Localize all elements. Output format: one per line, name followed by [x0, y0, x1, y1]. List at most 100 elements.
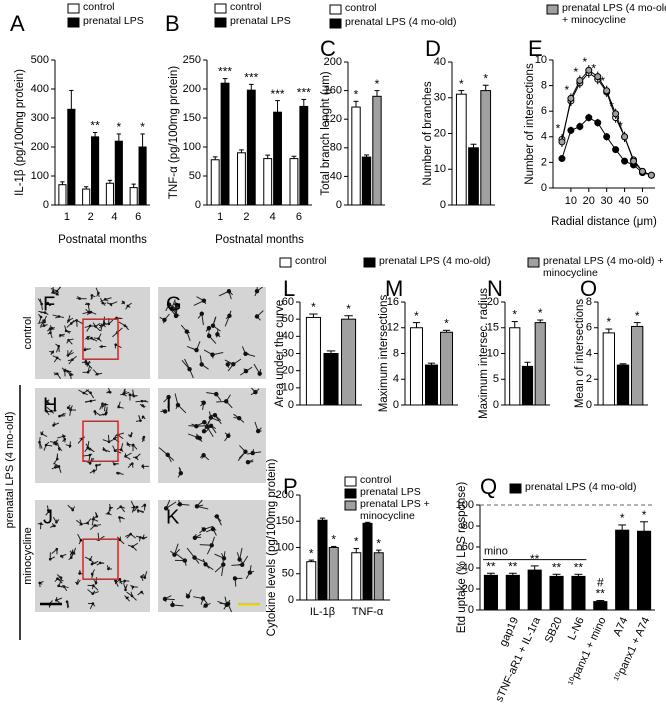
micrograph-cell	[225, 362, 230, 367]
bar	[237, 152, 246, 206]
micrograph-cell	[109, 506, 112, 510]
y-tick-label: 40	[282, 330, 294, 342]
y-tick-label: 10	[535, 54, 547, 66]
y-axis-label: Etd uptake (% LPS response)	[456, 482, 468, 634]
bar	[372, 95, 382, 206]
micrograph-cell	[92, 584, 95, 587]
point	[558, 138, 566, 146]
error-bar	[364, 521, 371, 524]
y-tick-label: 0	[195, 199, 201, 211]
y-tick-label: 50	[282, 313, 294, 325]
bar	[58, 184, 67, 206]
error-bar	[291, 155, 297, 159]
significance: **	[508, 559, 518, 573]
micrograph-cell	[247, 570, 253, 575]
point	[621, 133, 629, 141]
legend-swatch	[279, 257, 292, 268]
micrograph-cell	[126, 442, 130, 446]
x-tick-label: 50	[636, 195, 648, 207]
micrograph-cell	[215, 332, 220, 337]
legend-label: control	[295, 255, 327, 267]
significance: *	[600, 74, 605, 88]
zoom-box	[82, 538, 119, 580]
micrograph-cell	[87, 302, 90, 306]
bar	[468, 147, 479, 206]
micrograph-cell	[135, 505, 139, 509]
y-tick-label: 10	[282, 382, 294, 394]
legend-item: control	[295, 255, 327, 267]
micrograph-cell	[201, 527, 207, 532]
micrograph-cell	[91, 602, 95, 605]
micrograph-cell	[199, 311, 205, 316]
point	[638, 167, 646, 175]
x-tick-label: 30	[601, 195, 613, 207]
micrograph-cell	[86, 446, 90, 449]
y-tick-label: 150	[276, 515, 294, 527]
y-tick-label: 4	[586, 347, 592, 359]
panel-letter: L	[283, 276, 295, 301]
micrograph-cell	[140, 590, 143, 594]
micrograph-cell	[210, 526, 216, 532]
micrograph-cell	[109, 302, 113, 306]
legend-swatch	[509, 483, 522, 494]
micrograph-cell	[55, 598, 58, 602]
significance: ***	[297, 86, 311, 100]
micrograph-cell	[202, 420, 207, 425]
micrograph-cell	[101, 402, 104, 406]
micrograph-cell	[123, 579, 127, 583]
legend-swatch	[329, 4, 342, 15]
micrograph-cell	[194, 504, 200, 509]
legend-label: control	[360, 474, 392, 486]
point	[603, 87, 611, 95]
micrograph-cell	[119, 448, 123, 452]
legend-label: prenatal LPS (4 mo-old)	[379, 255, 491, 267]
bar	[615, 529, 630, 611]
micrograph-cell	[71, 358, 74, 361]
micrograph-cell	[92, 469, 96, 473]
micrograph-cell	[59, 334, 62, 337]
micrograph-cell	[39, 522, 43, 525]
micrograph-cell	[129, 434, 132, 438]
x-tick-label: 1	[64, 211, 70, 223]
micrograph-cell	[63, 437, 67, 441]
micrograph-cell	[107, 567, 110, 571]
legend-label: prenatal LPS (4 mo-old)	[525, 481, 637, 493]
panel-letter: M	[385, 276, 403, 301]
micrograph-cell	[119, 505, 123, 508]
error-bar	[301, 98, 307, 107]
bar	[571, 575, 586, 611]
x-tick-label: IL-1β	[310, 606, 335, 618]
micrograph-cell	[209, 543, 214, 548]
bar	[138, 146, 147, 206]
error-bar	[574, 573, 583, 577]
micrograph-cell	[97, 337, 100, 340]
micrograph-cell	[47, 510, 50, 514]
micrograph-cell	[69, 556, 73, 559]
legend-item: control	[230, 1, 262, 13]
significance: **	[90, 119, 100, 133]
micrograph-cell	[105, 411, 108, 414]
x-axis-label: Postnatal months	[215, 234, 304, 246]
y-tick-label: 40	[434, 56, 446, 68]
error-bar	[537, 319, 544, 323]
micrograph-cell	[51, 350, 54, 354]
micrograph-cell	[139, 419, 142, 422]
legend-swatch	[363, 257, 376, 268]
micrograph-cell	[58, 414, 61, 418]
significance: *	[444, 316, 449, 330]
y-tick-label: 100	[276, 541, 294, 553]
y-axis-label: Maximum intersections	[378, 294, 390, 412]
y-tick-label: 200	[31, 141, 49, 153]
bar	[263, 158, 273, 206]
significance: *	[483, 71, 488, 85]
micrograph-cell	[89, 391, 92, 395]
micrograph-cell	[118, 577, 122, 581]
micrograph-cell	[55, 289, 59, 293]
micrograph-cell	[243, 449, 248, 454]
y-tick-label: 15	[487, 322, 499, 334]
micrograph-cell	[132, 505, 136, 509]
micrograph-cell	[54, 466, 57, 469]
micrograph-cell	[46, 301, 50, 305]
micrograph-cell	[69, 373, 72, 377]
micrograph-cell	[203, 562, 208, 567]
